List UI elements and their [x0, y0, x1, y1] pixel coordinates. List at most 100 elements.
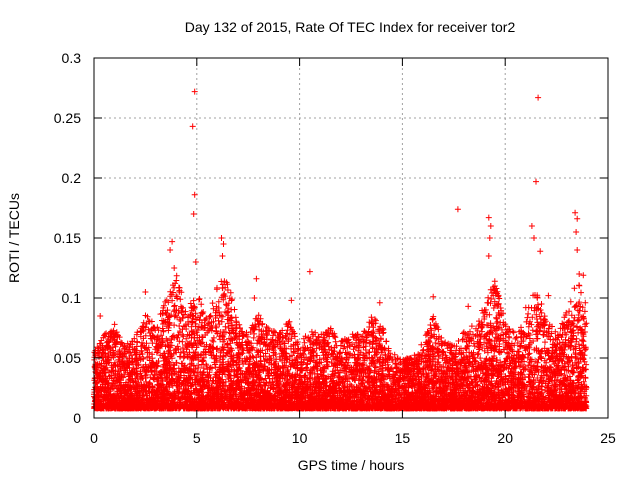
data-point [177, 353, 184, 360]
data-point [553, 353, 560, 360]
data-point [475, 350, 482, 357]
data-point [583, 320, 590, 327]
data-point [567, 377, 573, 384]
data-point [545, 325, 552, 332]
data-point [143, 340, 150, 347]
data-point [542, 339, 548, 346]
data-point [251, 364, 258, 371]
data-point [534, 301, 541, 308]
data-point [147, 374, 154, 381]
data-point [138, 347, 145, 354]
data-point [491, 337, 498, 344]
data-point [121, 371, 128, 378]
data-point [572, 303, 579, 310]
data-point [505, 350, 512, 357]
data-point [185, 318, 191, 325]
data-point [150, 375, 157, 382]
data-point [504, 349, 511, 356]
chart-title: Day 132 of 2015, Rate Of TEC Index for r… [185, 19, 516, 35]
data-point [459, 336, 466, 343]
data-point [490, 286, 497, 292]
data-point [538, 309, 545, 316]
data-point [166, 359, 173, 366]
data-point [124, 340, 131, 347]
data-point [261, 363, 268, 370]
data-point [336, 373, 343, 380]
data-point [488, 296, 495, 302]
data-point [580, 365, 587, 372]
data-point [370, 324, 377, 331]
data-point [220, 352, 227, 359]
data-point [368, 314, 375, 321]
data-point [223, 279, 230, 286]
data-point [179, 315, 186, 322]
data-point [449, 380, 456, 387]
data-point [309, 375, 316, 382]
data-point [263, 324, 270, 330]
data-point [567, 298, 574, 305]
data-point [424, 372, 431, 379]
data-point [344, 337, 351, 344]
data-point [525, 351, 532, 358]
data-points [91, 88, 590, 412]
data-point [464, 334, 471, 341]
data-point [576, 299, 583, 306]
data-point [360, 344, 367, 350]
data-point [500, 322, 507, 328]
data-point [490, 305, 497, 311]
data-point [183, 335, 190, 342]
data-point [142, 345, 149, 352]
data-point [538, 301, 545, 307]
data-point [581, 308, 588, 315]
data-point [458, 350, 465, 357]
data-point [222, 323, 229, 330]
data-point [582, 299, 589, 306]
data-point [425, 338, 432, 345]
data-point [524, 354, 531, 361]
data-point [568, 329, 575, 336]
data-point [118, 339, 124, 346]
data-point [500, 337, 507, 344]
data-point [159, 317, 165, 324]
data-point [490, 292, 497, 299]
data-point [432, 340, 439, 346]
data-point [485, 294, 492, 301]
data-point [394, 355, 401, 362]
data-point [227, 353, 234, 360]
data-point [259, 334, 266, 341]
data-point [198, 309, 205, 316]
data-point [346, 343, 353, 350]
data-point [340, 382, 347, 389]
data-point [301, 339, 308, 346]
data-point [391, 372, 398, 379]
data-point [179, 345, 186, 351]
data-point [533, 311, 540, 318]
data-point [529, 327, 536, 334]
data-point [509, 328, 516, 335]
data-point [236, 336, 243, 343]
data-point [573, 324, 580, 331]
data-point [506, 334, 513, 341]
data-point [179, 338, 186, 345]
data-point [554, 376, 560, 383]
data-point [167, 288, 174, 295]
data-point [359, 377, 366, 384]
data-point [158, 332, 165, 339]
data-point [245, 376, 252, 382]
data-point [176, 316, 183, 323]
data-point [576, 307, 583, 314]
data-point [578, 289, 584, 296]
data-point [582, 375, 589, 382]
data-point [579, 336, 586, 343]
data-point [187, 300, 194, 307]
data-point [187, 361, 193, 368]
data-point [223, 301, 229, 308]
data-point [462, 330, 469, 337]
data-point [166, 347, 173, 354]
data-point [552, 328, 559, 335]
data-point [493, 314, 500, 321]
data-point [559, 339, 566, 346]
data-point [306, 337, 313, 344]
data-point [514, 340, 521, 346]
